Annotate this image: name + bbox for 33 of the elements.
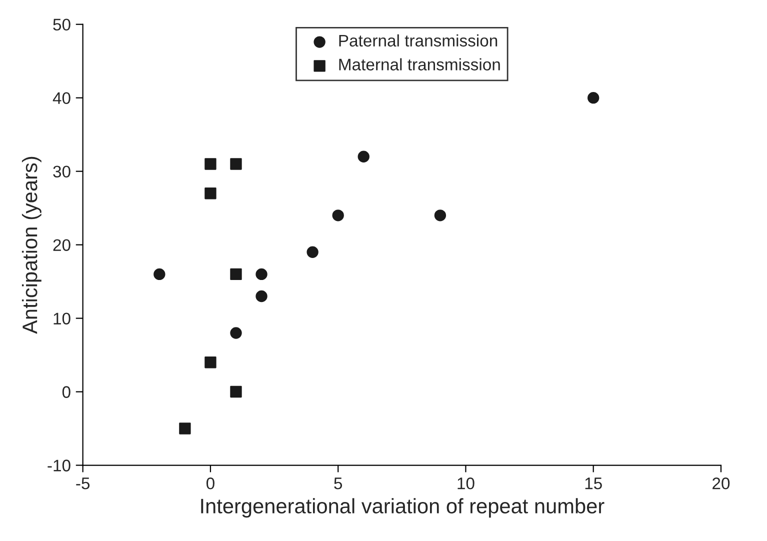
point bbox=[306, 246, 318, 258]
x-tick-label: 10 bbox=[458, 478, 474, 490]
point bbox=[230, 327, 242, 339]
point bbox=[204, 188, 216, 200]
point bbox=[204, 158, 216, 170]
legend-label: Maternal transmission bbox=[339, 58, 500, 70]
y-tick-label: 50 bbox=[53, 18, 70, 31]
point bbox=[230, 158, 242, 170]
point bbox=[256, 290, 268, 302]
point bbox=[230, 386, 242, 398]
point bbox=[154, 268, 166, 280]
x-tick-label: 20 bbox=[712, 478, 730, 490]
point bbox=[358, 150, 370, 162]
x-tick-label: 0 bbox=[206, 478, 214, 490]
x-tick-label: 15 bbox=[585, 478, 602, 490]
point bbox=[256, 268, 268, 280]
legend-label: Paternal transmission bbox=[339, 34, 498, 47]
y-tick-label: -10 bbox=[48, 460, 70, 472]
y-tick-label: 20 bbox=[53, 239, 70, 252]
x-axis-title: Intergenerational variation of repeat number bbox=[201, 498, 604, 518]
x-tick-label: 5 bbox=[334, 478, 342, 490]
y-tick-label: 0 bbox=[62, 386, 70, 398]
point bbox=[434, 210, 446, 222]
point bbox=[230, 268, 242, 280]
y-tick-label: 40 bbox=[52, 92, 70, 104]
point bbox=[588, 92, 600, 104]
point bbox=[332, 210, 344, 222]
point bbox=[204, 356, 216, 368]
y-tick-label: 30 bbox=[53, 166, 70, 178]
y-tick-label: 10 bbox=[54, 312, 70, 324]
y-axis-title: Anticipation (years) bbox=[22, 156, 42, 334]
x-tick-label: -5 bbox=[76, 478, 90, 490]
point bbox=[179, 422, 191, 434]
